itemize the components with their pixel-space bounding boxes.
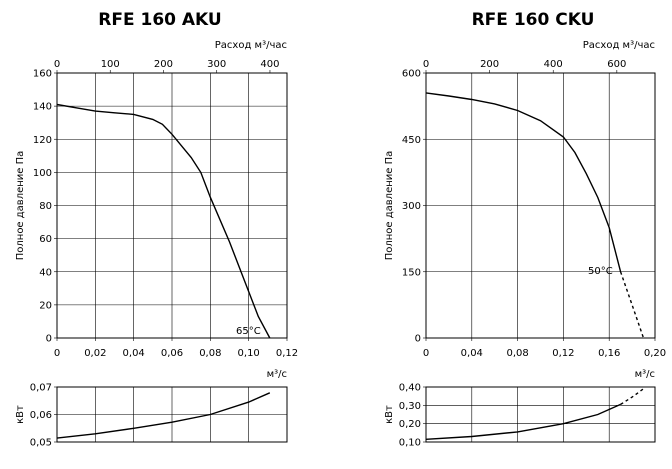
y-tick-label: 0,06 [30,410,52,421]
chart-title: RFE 160 CKU [472,10,595,30]
y-tick-label: 0,40 [399,383,421,394]
y-tick-label: 0 [415,334,421,345]
y-tick-label: 160 [33,69,52,80]
y-tick-label: 60 [39,234,52,245]
x2-tick-label: 200 [480,59,499,70]
x-tick-label: 0,04 [461,348,483,359]
series-line [56,392,271,439]
y-tick-label: 0 [46,334,52,345]
y-axis-label: Полное давление Па [384,151,395,261]
x-tick-label: 0 [423,348,429,359]
y-tick-label: 450 [402,135,421,146]
y-tick-label: 0,30 [399,401,421,412]
y-axis-label: Полное давление Па [15,151,26,261]
x-tick-label: 0 [54,348,60,359]
y-tick-label: 0,07 [30,383,52,394]
chart-title: RFE 160 AKU [98,10,221,30]
x-tick-label: 0,02 [84,348,106,359]
y-tick-label: 0,10 [399,438,421,449]
x2-axis-label: Расход м³/час [583,40,655,51]
y-axis-label: кВт [15,405,26,424]
y-tick-label: 0,20 [399,419,421,430]
y-tick-label: 150 [402,267,421,278]
temperature-annotation: 65°C [236,326,261,337]
y-tick-label: 40 [39,267,52,278]
x2-tick-label: 100 [101,59,120,70]
x2-axis-label: Расход м³/час [215,40,287,51]
x2-tick-label: 400 [544,59,563,70]
x-tick-label: 0,06 [161,348,183,359]
x2-tick-label: 0 [423,59,429,70]
series-line [425,92,622,272]
y-tick-label: 300 [402,201,421,212]
y-tick-label: 100 [33,168,52,179]
plot-frame [425,386,656,443]
series-line [56,103,271,339]
x-tick-label: 0,08 [199,348,221,359]
x-tick-label: 0,12 [552,348,574,359]
x-tick-label: 0,08 [506,348,528,359]
x2-tick-label: 0 [54,59,60,70]
x2-tick-label: 200 [154,59,173,70]
x-tick-label: 0,20 [644,348,666,359]
x-axis-label: м³/с [635,369,655,380]
y-tick-label: 80 [39,201,52,212]
x-tick-label: 0,16 [598,348,620,359]
y-axis-label: кВт [384,405,395,424]
x2-tick-label: 300 [207,59,226,70]
x2-tick-label: 600 [607,59,626,70]
y-tick-label: 600 [402,69,421,80]
series-line-dashed [619,271,645,339]
x-tick-label: 0,10 [238,348,260,359]
x-tick-label: 0,12 [276,348,298,359]
temperature-annotation: 50°C [588,266,613,277]
x-tick-label: 0,04 [123,348,145,359]
y-tick-label: 0,05 [30,438,52,449]
x-axis-label: м³/с [267,369,287,380]
series-line [425,403,621,440]
y-tick-label: 120 [33,135,52,146]
y-tick-label: 20 [39,300,52,311]
series-line-dashed [620,388,644,405]
x2-tick-label: 400 [260,59,279,70]
y-tick-label: 140 [33,102,52,113]
